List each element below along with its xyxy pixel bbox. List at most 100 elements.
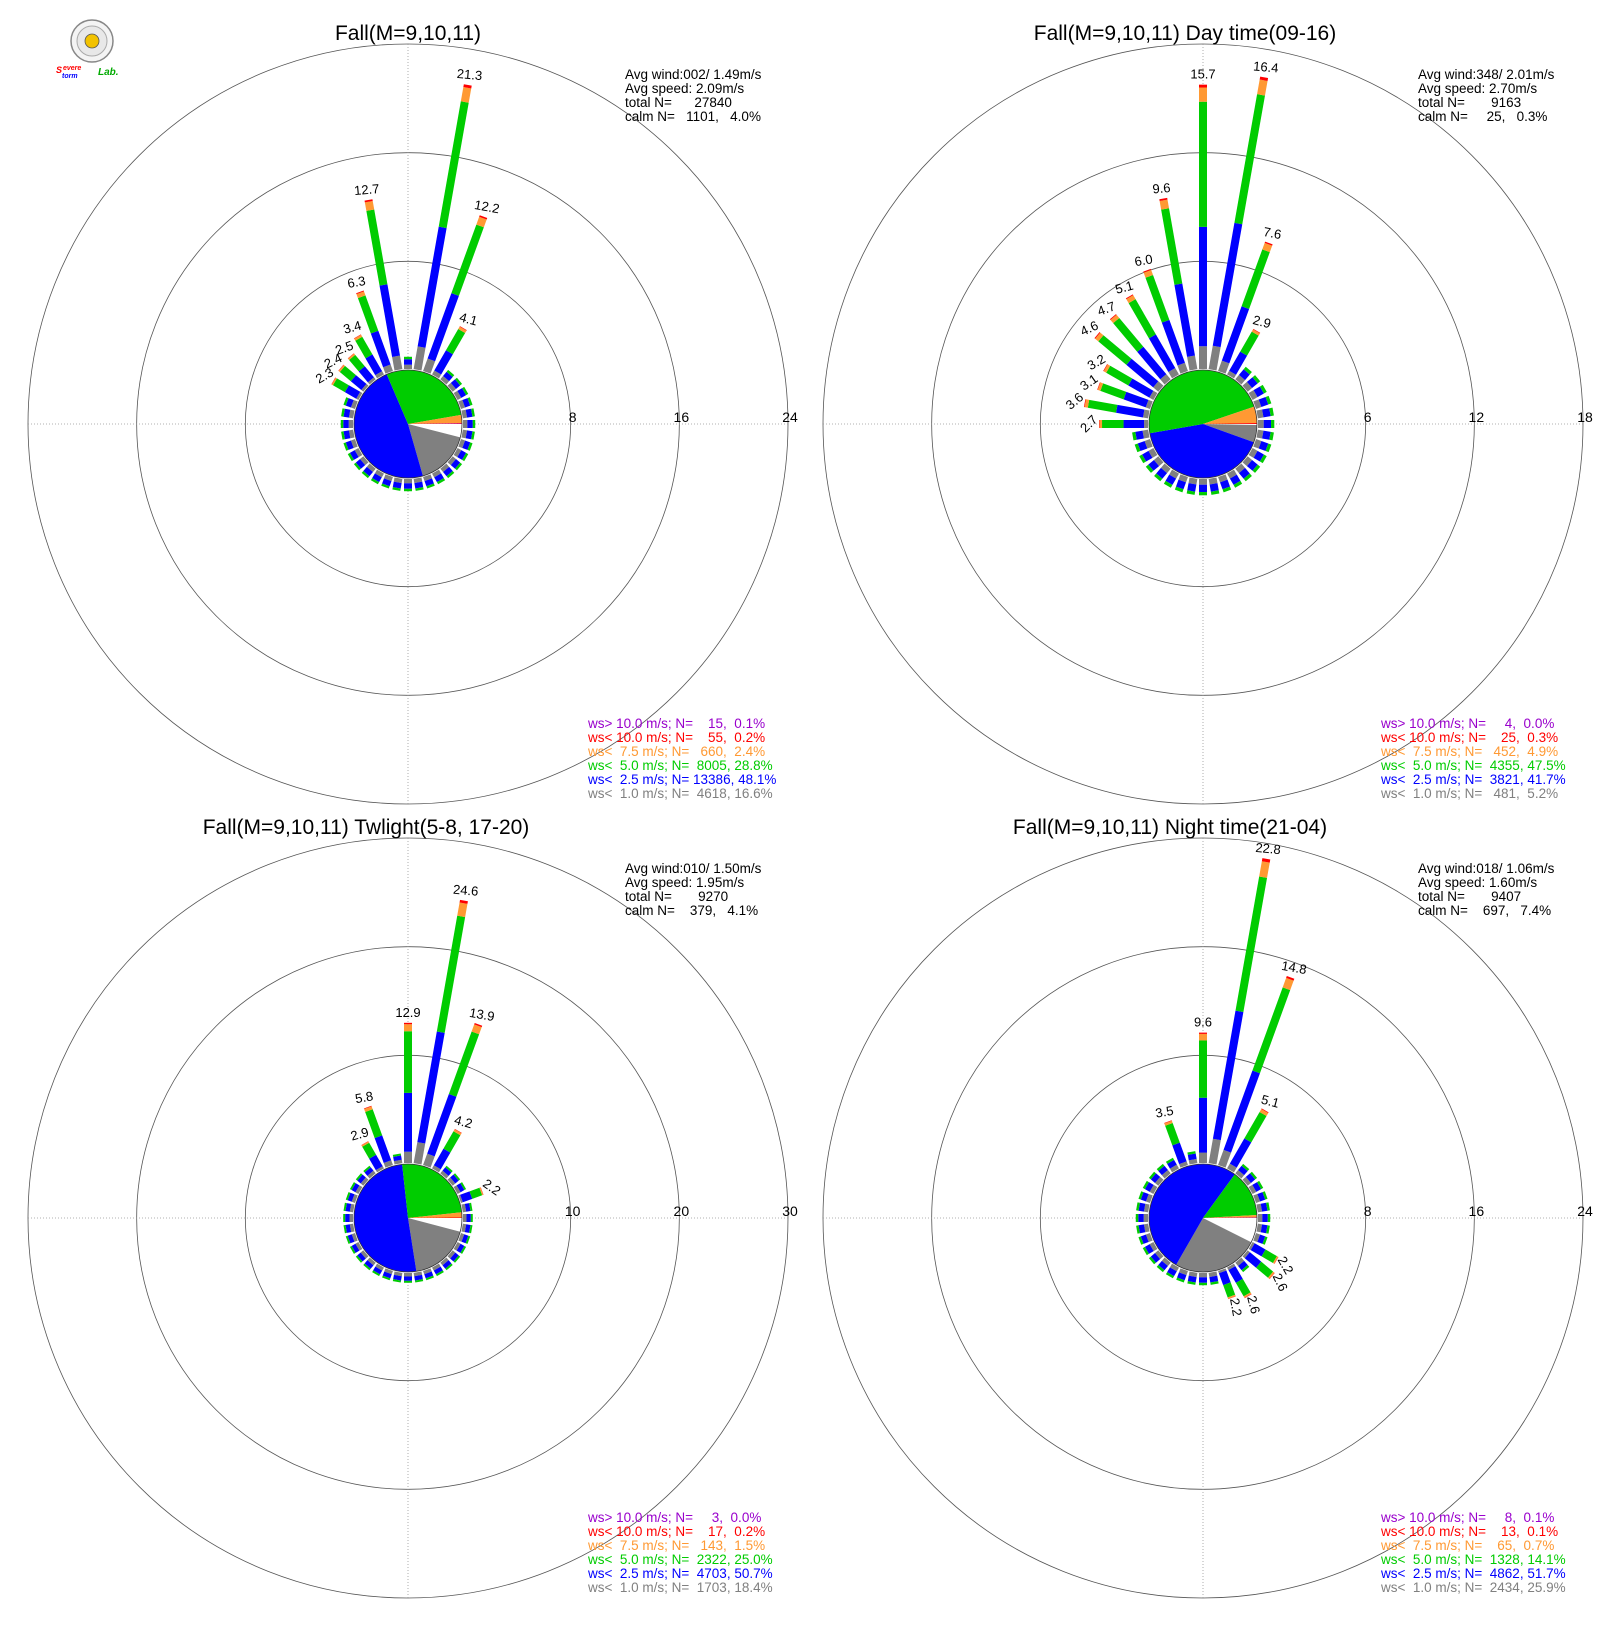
bar-segment <box>1252 1182 1262 1192</box>
bar-segment <box>467 442 473 451</box>
direction-bar <box>356 290 393 374</box>
bar-segment <box>1250 1171 1258 1180</box>
bar-value-label: 5.1 <box>1114 278 1135 297</box>
bar-segment <box>1208 345 1221 371</box>
bar-segment <box>445 329 466 355</box>
bar-segment <box>1267 1271 1275 1279</box>
direction-bar <box>440 1165 453 1179</box>
bar-segment <box>1240 331 1259 356</box>
legend-lt10: ws< 10.0 m/s; N= 25, 0.3% <box>1380 730 1558 745</box>
bar-segment <box>1164 1120 1173 1126</box>
bar-segment <box>1142 429 1150 439</box>
panel-title: Fall(M=9,10,11) Night time(21-04) <box>1013 816 1327 839</box>
pie-slice-calm <box>1203 424 1257 426</box>
direction-bar <box>363 1105 393 1168</box>
bar-segment <box>440 1257 449 1266</box>
bar-segment <box>455 462 463 471</box>
bar-segment <box>361 1141 370 1147</box>
bar-segment <box>1243 1292 1252 1298</box>
bar-segment <box>1137 441 1148 452</box>
direction-bar <box>370 469 384 485</box>
bar-value-label: 6.0 <box>1133 251 1153 269</box>
direction-bar <box>349 1242 363 1254</box>
direction-bar <box>458 1233 471 1244</box>
bar-segment <box>354 448 363 458</box>
bar-segment <box>343 397 349 406</box>
legend-gt10: ws> 10.0 m/s; N= 8, 0.1% <box>1380 1510 1554 1525</box>
legend-lt5: ws< 5.0 m/s; N= 2322, 25.0% <box>587 1552 773 1567</box>
bar-segment <box>1248 1242 1255 1251</box>
bar-segment <box>1209 1275 1219 1283</box>
legend-lt5: ws< 5.0 m/s; N= 4355, 47.5% <box>1380 758 1566 773</box>
bar-segment <box>1140 1192 1149 1202</box>
pie-slice-lt1 <box>408 1218 461 1272</box>
bar-segment <box>1172 1142 1187 1165</box>
direction-bar <box>413 84 472 371</box>
bar-segment <box>1160 463 1171 474</box>
bar-segment <box>456 1243 465 1253</box>
bar-segment <box>1258 396 1269 407</box>
bar-segment <box>1103 364 1111 373</box>
panel-title: Fall(M=9,10,11) Day time(09-16) <box>1034 22 1336 45</box>
bar-segment <box>432 370 442 379</box>
bar-segment <box>1262 430 1271 440</box>
direction-bar <box>1138 1233 1153 1245</box>
speed-class-pie <box>353 369 463 479</box>
bar-segment <box>1248 1184 1257 1194</box>
direction-bar <box>343 1223 355 1234</box>
bar-segment <box>1165 1122 1180 1146</box>
direction-bar <box>1083 399 1150 419</box>
bar-segment <box>339 365 356 382</box>
direction-bar <box>461 1223 473 1234</box>
bar-segment <box>1156 1163 1165 1171</box>
direction-bar <box>343 397 358 409</box>
direction-bar <box>447 1173 461 1186</box>
pie-outline <box>1148 369 1258 479</box>
bar-segment <box>464 1203 471 1212</box>
bar-segment <box>1218 360 1230 374</box>
direction-bar <box>440 463 455 479</box>
bar-segment <box>460 87 472 103</box>
bar-segment <box>461 1234 469 1244</box>
stat-total-n: total N= 9163 <box>1418 95 1521 110</box>
legend-lt25: ws< 2.5 m/s; N= 4862, 51.7% <box>1380 1566 1566 1581</box>
bar-segment <box>1142 1246 1149 1256</box>
bar-segment <box>392 355 403 371</box>
direction-bar <box>432 1128 462 1173</box>
bar-segment <box>1269 407 1274 417</box>
stat-calm-n: calm N= 697, 7.4% <box>1418 903 1551 918</box>
bar-segment <box>355 336 373 359</box>
bar-segment <box>1241 249 1270 310</box>
bar-segment <box>393 1159 403 1165</box>
bar-segment <box>1242 456 1253 467</box>
direction-bar <box>440 369 455 385</box>
bar-segment <box>1159 199 1170 210</box>
direction-bar <box>1145 456 1164 473</box>
bar-segment <box>423 1153 435 1168</box>
direction-bar <box>343 1202 355 1213</box>
bar-segment <box>1148 1256 1156 1265</box>
bar-segment <box>1138 1202 1146 1212</box>
legend-lt75: ws< 7.5 m/s; N= 65, 0.7% <box>1380 1538 1554 1553</box>
bar-segment <box>1177 1272 1187 1281</box>
direction-bar <box>1218 474 1232 493</box>
direction-bar <box>363 1257 376 1271</box>
bar-segment <box>383 474 393 482</box>
direction-bar <box>382 1268 393 1281</box>
direction-bar <box>413 477 424 491</box>
direction-bar <box>345 1192 358 1203</box>
bar-segment <box>1227 469 1237 479</box>
bar-segment <box>1145 464 1154 473</box>
direction-bar <box>1154 463 1171 482</box>
bar-segment <box>1177 362 1188 374</box>
bar-value-label: 2.2 <box>1227 1297 1245 1317</box>
stat-avg-speed: Avg speed: 1.95m/s <box>625 875 744 890</box>
bar-segment <box>461 409 468 419</box>
bar-segment <box>461 1203 467 1213</box>
range-tick-label: 12 <box>1469 409 1485 425</box>
wind-rose-panel-day: Fall(M=9,10,11) Day time(09-16) Avg wind… <box>822 22 1593 805</box>
bar-segment <box>1169 1263 1179 1272</box>
bar-value-label: 22.8 <box>1255 840 1282 857</box>
bar-segment <box>1156 1265 1165 1273</box>
direction-bar <box>341 429 355 440</box>
